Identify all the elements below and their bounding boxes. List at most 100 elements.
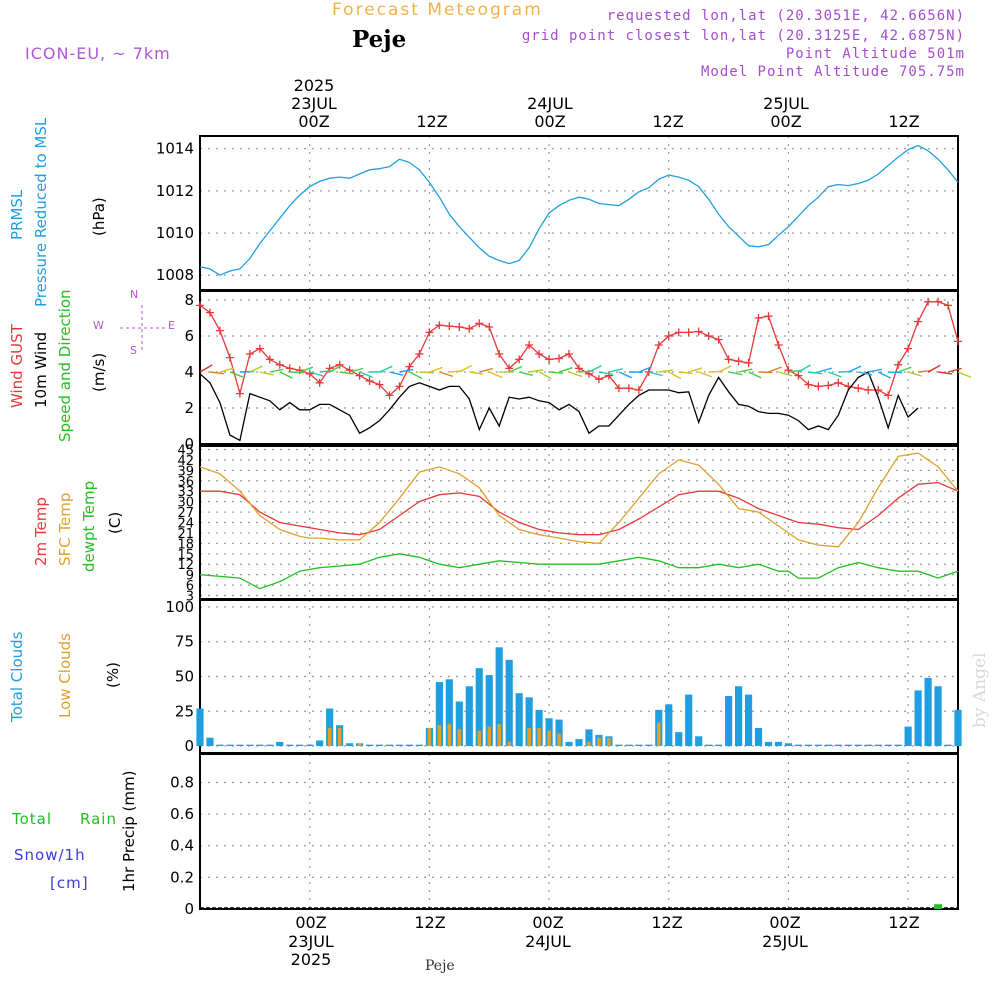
top-date-25jul: 25JUL [763, 94, 809, 113]
wind-barb [598, 371, 613, 376]
wind-barb [618, 371, 632, 379]
wind-barb [518, 371, 533, 377]
temp2m-label: 2m Temp [32, 497, 50, 566]
wind-barb [529, 369, 544, 373]
total-cloud-bar [705, 744, 713, 747]
panel-frame-precip [199, 753, 959, 910]
series-line-wind-10m-wind [199, 371, 919, 442]
gust-point [914, 317, 923, 326]
gust-point [275, 360, 284, 369]
gust-point [714, 335, 723, 344]
wind-dir-label: Speed and Direction [56, 289, 74, 442]
wind-barb [469, 371, 484, 375]
wind-barb [738, 368, 753, 373]
wind-barb [828, 371, 842, 378]
wind-barb [259, 371, 274, 376]
compass-south: S [130, 344, 137, 357]
wind-barb [608, 368, 623, 373]
low-cloud-bar [507, 741, 511, 747]
total-cloud-bar [924, 677, 932, 747]
gust-point [225, 353, 234, 362]
total-cloud-bar [914, 690, 922, 747]
bottom-date-23jul: 23JUL [288, 932, 334, 951]
ytick-label-precip: 0.8 [170, 773, 194, 791]
total-rain-label-b: Rain [80, 810, 117, 828]
gust-point [794, 371, 803, 380]
ytick-label-temperature: 6 [186, 579, 194, 594]
gust-point [465, 324, 474, 333]
grid-point-coords: grid point closest lon,lat (20.3125E, 42… [521, 28, 965, 44]
gust-point [215, 326, 224, 335]
total-cloud-bar [455, 701, 463, 747]
total-cloud-bar [645, 744, 653, 747]
ytick-label-clouds: 50 [175, 668, 194, 686]
total-cloud-bar [954, 709, 962, 747]
top-tick-12z-1: 12Z [416, 112, 448, 131]
gust-point [285, 364, 294, 373]
gust-point [924, 297, 933, 306]
top-tick-12z-2: 12Z [652, 112, 684, 131]
clouds-unit-label: (%) [104, 662, 122, 688]
bottom-tick-00z-3: 00Z [769, 913, 801, 932]
gust-point [934, 297, 943, 306]
gust-point [954, 337, 962, 346]
total-cloud-bar [725, 695, 733, 747]
low-cloud-bar [447, 723, 452, 747]
ytick-label-precip: 0 [184, 900, 194, 918]
total-cloud-bar [715, 744, 723, 747]
bottom-tick-12z-3: 12Z [888, 913, 920, 932]
wind-barb [379, 365, 393, 373]
total-clouds-label: Total Clouds [8, 631, 26, 722]
wind-barb [728, 371, 743, 376]
total-cloud-bar [854, 744, 862, 747]
bottom-tick-00z-2: 00Z [532, 913, 564, 932]
wind-barb [479, 367, 494, 373]
snow-label: Snow/1h [14, 846, 86, 864]
top-year: 2025 [293, 76, 335, 95]
low-cloud-bar [337, 727, 342, 747]
wind-barb [409, 371, 423, 379]
ytick-label-wind: 0 [184, 435, 194, 453]
gust-point [834, 378, 843, 387]
gust-point [355, 371, 364, 380]
total-cloud-bar [565, 741, 573, 747]
gust-point [814, 382, 823, 391]
gust-point [674, 328, 683, 337]
total-cloud-bar [395, 744, 404, 747]
total-cloud-bar [794, 744, 803, 747]
total-cloud-bar [246, 744, 254, 747]
wind-barb [249, 365, 263, 373]
wind-barb [678, 371, 693, 375]
total-cloud-bar [296, 744, 304, 747]
gust-point [854, 384, 863, 393]
rain-bar [934, 904, 943, 909]
total-cloud-bar [346, 743, 354, 747]
pressure-subtitle-label: Pressure Reduced to MSL [32, 117, 50, 307]
total-cloud-bar [635, 744, 643, 747]
gust-point [425, 328, 434, 337]
prmsl-label: PRMSL [8, 189, 26, 240]
wind-barb [937, 371, 953, 375]
top-date-23jul: 23JUL [291, 94, 337, 113]
top-tick-00z-3: 00Z [770, 112, 802, 131]
low-cloud-bar [437, 725, 442, 747]
wind-unit-label: (m/s) [90, 352, 108, 392]
wind-barb [648, 371, 663, 377]
wind10-label: 10m Wind [32, 331, 50, 408]
total-cloud-bar [375, 744, 384, 747]
compass-west: W [93, 319, 104, 332]
total-cloud-bar [445, 679, 453, 747]
gust-point [694, 327, 703, 336]
total-cloud-bar [415, 744, 424, 747]
wind-barb [668, 371, 682, 380]
gust-point [495, 350, 504, 358]
gust-point [565, 350, 574, 358]
wind-barb [558, 367, 573, 373]
ytick-label-temperature: 15 [177, 548, 194, 563]
watermark: by Angel [970, 652, 990, 729]
gust-point [445, 322, 454, 331]
ytick-label-temperature: 18 [177, 537, 194, 552]
ytick-label-temperature: 27 [177, 506, 194, 521]
wind-barb [508, 365, 523, 373]
